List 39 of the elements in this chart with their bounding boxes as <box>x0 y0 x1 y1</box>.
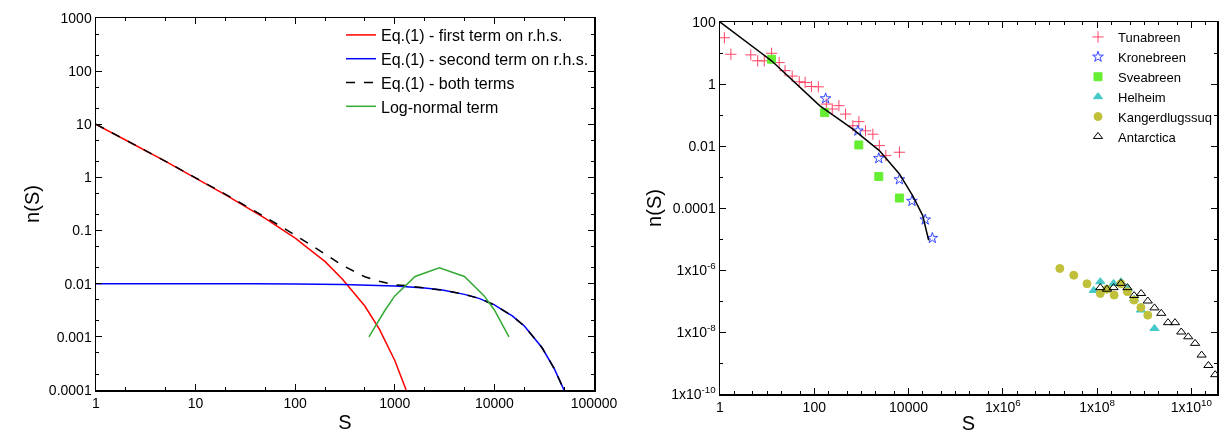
y-tick-label: 1 <box>707 75 716 92</box>
y-tick-label: 1x10$^{-6}$ <box>676 260 717 278</box>
legend-label: Eq.(1) - second term on r.h.s. <box>381 50 589 68</box>
y-tick-label: 0.01 <box>688 137 716 154</box>
x-tick-label: 10000 <box>474 395 515 412</box>
y-tick-label: 1x10$^{-10}$ <box>671 384 717 402</box>
x-axis-title: S <box>961 412 976 434</box>
y-tick-label: 10 <box>76 116 92 133</box>
x-tick-label: 100000 <box>570 395 618 412</box>
y-axis-title: n(S) <box>642 189 665 227</box>
y-tick-label: 1 <box>83 169 92 186</box>
legend-label: Helheim <box>1118 89 1166 105</box>
x-tick-label: 1x10$^{10}$ <box>1170 397 1213 416</box>
x-tick-label: 100 <box>802 399 827 416</box>
legend-label: Tunabreen <box>1118 30 1181 46</box>
x-tick-label: 1x10$^{6}$ <box>984 397 1022 416</box>
x-tick-label: 1000 <box>379 395 411 412</box>
legend-label: Log-normal term <box>381 98 499 116</box>
y-tick-label: 100 <box>68 63 92 80</box>
y-tick-label: 1x10$^{-8}$ <box>676 322 717 340</box>
legend-label: Eq.(1) - first term on r.h.s. <box>381 27 563 45</box>
legend-label: Kronebreen <box>1118 49 1186 65</box>
legend-label: Sveabreen <box>1118 69 1181 85</box>
y-tick-label: 0.1 <box>72 222 92 239</box>
y-tick-label: 100 <box>692 13 716 30</box>
legend-label: Kangerdlugssuq <box>1118 109 1212 125</box>
x-tick-label: 1x10$^{8}$ <box>1079 397 1116 416</box>
y-tick-label: 0.001 <box>56 328 92 345</box>
x-axis-title: S <box>338 410 352 433</box>
legend-label: Eq.(1) - both terms <box>381 74 515 92</box>
legend-label: Antarctica <box>1118 129 1177 145</box>
y-axis-title: n(S) <box>20 185 43 223</box>
y-tick-label: 0.0001 <box>672 199 716 216</box>
y-tick-label: 0.01 <box>64 275 92 292</box>
x-tick-label: 10000 <box>889 399 929 416</box>
x-tick-label: 10 <box>187 395 204 412</box>
y-tick-label: 1000 <box>60 9 92 26</box>
y-tick-label: 0.0001 <box>48 381 92 398</box>
x-tick-label: 100 <box>283 395 308 412</box>
